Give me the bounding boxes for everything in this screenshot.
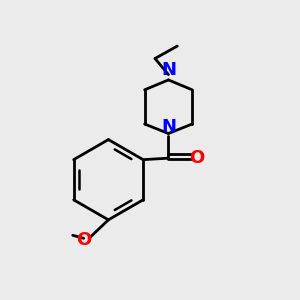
Text: O: O <box>76 231 91 249</box>
Text: N: N <box>161 61 176 79</box>
Text: N: N <box>161 118 176 136</box>
Text: O: O <box>190 149 205 167</box>
